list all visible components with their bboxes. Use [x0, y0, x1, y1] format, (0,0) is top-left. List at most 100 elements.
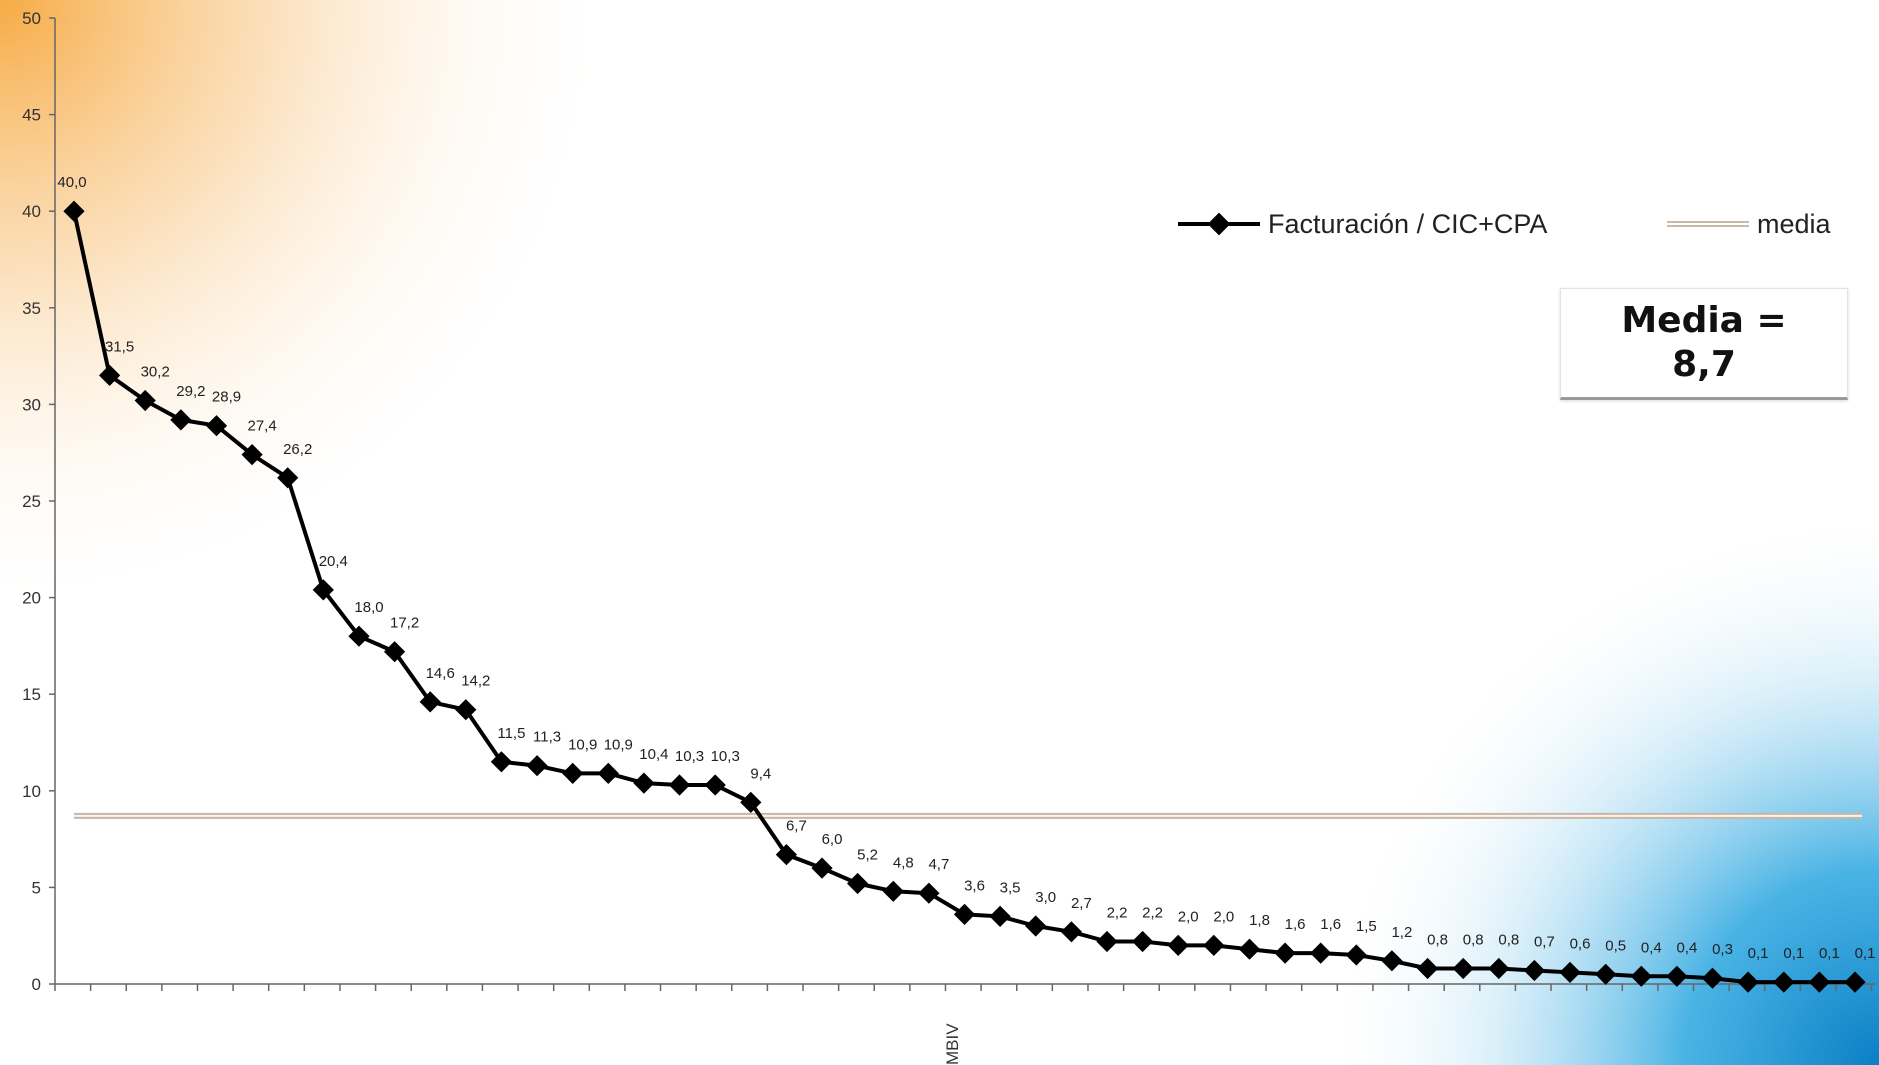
- data-label: 2,2: [1107, 905, 1128, 922]
- data-point: [526, 755, 547, 776]
- data-label: 0,8: [1463, 932, 1484, 949]
- data-label: 28,9: [212, 389, 241, 406]
- data-point: [1132, 931, 1153, 952]
- data-label: 0,8: [1498, 932, 1519, 949]
- data-point: [918, 883, 939, 904]
- data-label: 3,5: [1000, 879, 1021, 896]
- data-point: [277, 467, 298, 488]
- data-point: [1702, 968, 1723, 989]
- data-label: 17,2: [390, 615, 419, 632]
- data-label: 0,5: [1605, 937, 1626, 954]
- data-label: 30,2: [141, 364, 170, 381]
- data-point: [562, 763, 583, 784]
- data-label: 0,1: [1783, 945, 1804, 962]
- data-point: [63, 201, 84, 222]
- data-label: 20,4: [319, 553, 348, 570]
- legend-series-label: Facturación / CIC+CPA: [1268, 209, 1547, 239]
- data-label: 0,1: [1748, 945, 1769, 962]
- data-point: [170, 409, 191, 430]
- data-label: 26,2: [283, 441, 312, 458]
- data-point: [1381, 950, 1402, 971]
- data-point: [1524, 960, 1545, 981]
- legend: Facturación / CIC+CPA media: [1178, 209, 1832, 239]
- axes: 0 5 10 15 20 25 30 35 40 45 50: [22, 9, 1875, 994]
- data-label: 2,0: [1178, 908, 1199, 925]
- y-tick-label: 0: [32, 975, 41, 994]
- y-tick-label: 5: [32, 878, 41, 897]
- data-point: [1203, 935, 1224, 956]
- data-point: [1025, 915, 1046, 936]
- data-point: [1417, 958, 1438, 979]
- data-point: [1773, 971, 1794, 992]
- data-label: 0,4: [1676, 939, 1697, 956]
- y-tick-label: 15: [22, 685, 41, 704]
- data-label: 4,7: [928, 856, 949, 873]
- data-point: [954, 904, 975, 925]
- data-point: [1239, 939, 1260, 960]
- data-label: 6,7: [786, 818, 807, 835]
- data-label: 4,8: [893, 854, 914, 871]
- data-label: 0,1: [1819, 945, 1840, 962]
- data-label: 1,5: [1356, 918, 1377, 935]
- data-label: 0,6: [1570, 935, 1591, 952]
- legend-series-marker: [1208, 213, 1231, 236]
- mean-annotation-line1: Media =: [1621, 299, 1786, 343]
- mean-annotation-line2: 8,7: [1672, 343, 1736, 387]
- x-axis-label: MBIV: [943, 1023, 962, 1065]
- data-label: 10,3: [711, 748, 740, 765]
- data-point: [1595, 964, 1616, 985]
- data-label: 0,3: [1712, 941, 1733, 958]
- y-tick-label: 25: [22, 492, 41, 511]
- data-point: [669, 774, 690, 795]
- data-label: 0,1: [1855, 945, 1876, 962]
- y-tick-label: 30: [22, 395, 41, 414]
- data-label: 11,5: [497, 725, 525, 742]
- data-point: [883, 881, 904, 902]
- data-point: [847, 873, 868, 894]
- data-label: 2,0: [1213, 908, 1234, 925]
- data-point: [1737, 971, 1758, 992]
- data-label: 10,3: [675, 748, 704, 765]
- y-tick-label: 10: [22, 782, 41, 801]
- data-label: 6,0: [822, 831, 843, 848]
- data-point: [1809, 971, 1830, 992]
- data-label: 14,2: [461, 673, 490, 690]
- data-label: 40,0: [57, 174, 86, 191]
- y-tick-label: 50: [22, 9, 41, 28]
- y-tick-label: 20: [22, 589, 41, 608]
- data-label: 3,6: [964, 877, 985, 894]
- data-label: 14,6: [426, 665, 455, 682]
- data-label: 1,8: [1249, 912, 1270, 929]
- data-label: 27,4: [247, 418, 276, 435]
- y-tick-label: 40: [22, 202, 41, 221]
- data-label: 9,4: [750, 765, 771, 782]
- data-label: 3,0: [1035, 889, 1056, 906]
- data-point: [1559, 962, 1580, 983]
- mean-annotation-box: Media = 8,7: [1560, 288, 1848, 400]
- data-label: 10,9: [604, 736, 633, 753]
- data-label: 1,2: [1391, 924, 1412, 941]
- y-tick-label: 45: [22, 106, 41, 125]
- data-label: 2,2: [1142, 905, 1163, 922]
- data-label: 31,5: [105, 338, 134, 355]
- data-label: 11,3: [533, 729, 561, 746]
- data-label: 2,7: [1071, 895, 1092, 912]
- data-label: 1,6: [1320, 916, 1341, 933]
- data-point: [1453, 958, 1474, 979]
- y-tick-label: 35: [22, 299, 41, 318]
- data-point: [811, 857, 832, 878]
- data-point: [598, 763, 619, 784]
- data-point: [1168, 935, 1189, 956]
- data-label: 10,4: [639, 746, 668, 763]
- data-label: 18,0: [354, 599, 383, 616]
- data-point: [989, 906, 1010, 927]
- data-point: [705, 774, 726, 795]
- data-point: [633, 772, 654, 793]
- data-label: 0,4: [1641, 939, 1662, 956]
- data-point: [1346, 944, 1367, 965]
- data-label: 10,9: [568, 736, 597, 753]
- data-point: [1844, 971, 1865, 992]
- data-label: 5,2: [857, 847, 878, 864]
- data-point: [1274, 942, 1295, 963]
